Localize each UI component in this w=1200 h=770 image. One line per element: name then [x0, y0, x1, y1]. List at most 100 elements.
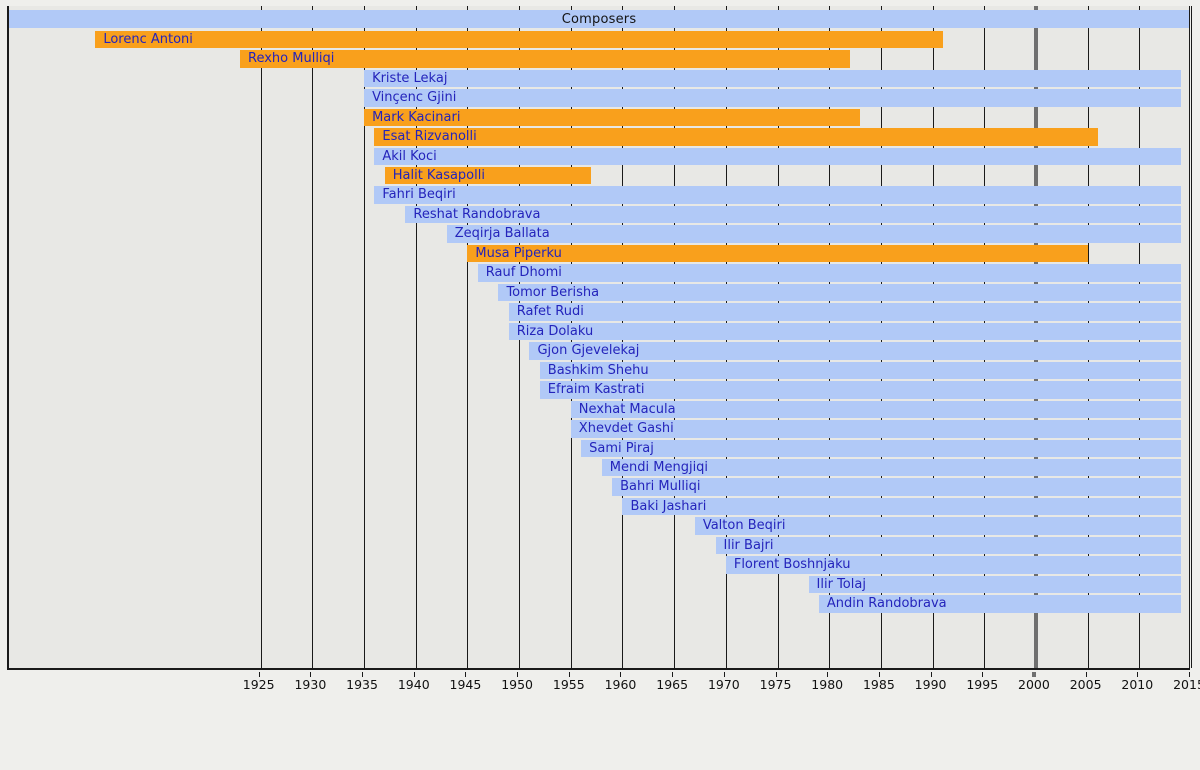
- composer-label: Zeqirja Ballata: [454, 226, 550, 242]
- axis-tick-label: 1945: [449, 677, 482, 692]
- axis-tick-label: 1975: [759, 677, 792, 692]
- composer-bar: Efraim Kastrati: [539, 381, 1182, 399]
- composer-bar: Sami Piraj: [581, 439, 1182, 458]
- gridline-year: [415, 6, 417, 668]
- composer-label: Halit Kasapolli: [392, 167, 485, 183]
- composer-bar: Kriste Lekaj: [364, 69, 1182, 88]
- composer-label: Mark Kacinari: [372, 109, 461, 125]
- composer-label: Baki Jashari: [630, 498, 707, 514]
- composer-bar: Rexho Mulliqi: [240, 50, 850, 68]
- composer-label: Xhevdet Gashi: [578, 421, 674, 437]
- axis-tick: [1137, 672, 1139, 677]
- axis-tick-label: 1980: [811, 677, 844, 692]
- axis-tick-label: 1985: [862, 677, 895, 692]
- composer-label: Rafet Rudi: [516, 304, 584, 320]
- chart-title: Composers: [561, 11, 637, 27]
- composer-bar: Rauf Dhomi: [477, 264, 1182, 282]
- axis-tick-label: 2000: [1018, 677, 1050, 692]
- axis-tick-label: 1990: [914, 677, 947, 692]
- axis-tick: [620, 672, 622, 677]
- composer-label: Lorenc Antoni: [103, 31, 193, 47]
- composer-label: Reshat Randobrava: [413, 206, 541, 222]
- axis-tick-label: 1930: [294, 677, 327, 692]
- composer-bar: Halit Kasapolli: [384, 166, 592, 185]
- gridline-year: [467, 6, 469, 668]
- composer-label: Valton Beqiri: [702, 518, 786, 534]
- axis-tick-label: 1995: [966, 677, 999, 692]
- composer-bar: Akil Koci: [374, 147, 1182, 165]
- axis-tick: [775, 672, 777, 677]
- axis-tick: [413, 672, 415, 677]
- composer-label: Gjon Gjevelekaj: [537, 343, 640, 359]
- axis-tick-label: 2005: [1069, 677, 1102, 692]
- axis-tick-label: 1965: [656, 677, 689, 692]
- composer-bar: Mark Kacinari: [364, 108, 861, 127]
- composer-bar: Florent Boshnjaku: [725, 556, 1182, 574]
- composer-bar: Rafet Rudi: [508, 303, 1182, 321]
- composer-label: Andin Randobrava: [826, 596, 947, 612]
- axis-tick: [568, 672, 570, 677]
- axis-tick: [1085, 672, 1087, 677]
- composer-bar: Musa Piperku: [467, 244, 1088, 263]
- axis-tick-label: 2010: [1121, 677, 1154, 692]
- axis-tick: [672, 672, 674, 677]
- composer-label: Mendi Mengjiqi: [609, 459, 709, 475]
- axis-tick: [517, 672, 519, 677]
- chart-title-bar: Composers: [9, 10, 1189, 28]
- axis-tick: [310, 672, 312, 677]
- composer-bar: Zeqirja Ballata: [446, 225, 1182, 243]
- axis-tick-label: 1950: [501, 677, 534, 692]
- composer-label: Rauf Dhomi: [485, 265, 562, 281]
- composer-bar: Bahri Mulliqi: [612, 478, 1182, 496]
- axis-tick-label: 1935: [346, 677, 378, 692]
- composer-bar: Bashkim Shehu: [539, 361, 1182, 380]
- composer-label: Akil Koci: [382, 148, 437, 164]
- composer-label: Sami Piraj: [589, 440, 654, 456]
- axis-tick-label: 1925: [242, 677, 275, 692]
- composer-bar: Reshat Randobrava: [405, 205, 1182, 224]
- composer-label: Kriste Lekaj: [372, 70, 448, 86]
- composer-bar: Gjon Gjevelekaj: [529, 342, 1182, 360]
- composer-label: Bashkim Shehu: [547, 362, 649, 378]
- axis-tick-label: 2015: [1173, 677, 1200, 692]
- axis-tick: [982, 672, 984, 677]
- composer-label: Tomor Berisha: [506, 284, 600, 300]
- gridline-year: [364, 6, 366, 668]
- composer-label: Ilir Bajri: [723, 537, 774, 553]
- composer-label: Riza Dolaku: [516, 323, 594, 339]
- gridline-year: [312, 6, 314, 668]
- composer-bar: Ilir Tolaj: [808, 575, 1182, 594]
- composer-label: Nexhat Macula: [578, 401, 676, 417]
- composer-bar: Fahri Beqiri: [374, 186, 1182, 204]
- composer-bar: Baki Jashari: [622, 497, 1182, 516]
- axis-tick: [1189, 672, 1190, 677]
- gridline-year: [1191, 6, 1192, 668]
- axis-tick: [258, 672, 260, 677]
- gridline-year: [260, 6, 262, 668]
- composer-bar: Esat Rizvanolli: [374, 128, 1098, 146]
- axis-tick: [465, 672, 467, 677]
- axis-tick: [723, 672, 725, 677]
- composer-bar: Nexhat Macula: [570, 400, 1182, 419]
- axis-tick-label: 1955: [552, 677, 585, 692]
- composer-bar: Lorenc Antoni: [95, 30, 943, 49]
- axis-tick: [1031, 672, 1036, 677]
- composer-label: Vinçenc Gjini: [372, 90, 457, 106]
- composer-bar: Valton Beqiri: [694, 517, 1182, 535]
- composer-bar: Vinçenc Gjini: [364, 89, 1182, 107]
- composer-label: Musa Piperku: [475, 245, 562, 261]
- axis-tick-label: 1970: [707, 677, 740, 692]
- composer-bar: Riza Dolaku: [508, 322, 1182, 341]
- composer-bar: Ilir Bajri: [715, 536, 1182, 555]
- composer-label: Bahri Mulliqi: [620, 479, 701, 495]
- axis-tick: [930, 672, 932, 677]
- composer-label: Fahri Beqiri: [382, 187, 456, 203]
- axis-tick: [362, 672, 364, 677]
- composer-label: Esat Rizvanolli: [382, 129, 477, 145]
- composer-bar: Mendi Mengjiqi: [601, 458, 1182, 477]
- axis-tick: [878, 672, 880, 677]
- composer-bar: Andin Randobrava: [818, 595, 1182, 613]
- composer-label: Ilir Tolaj: [816, 576, 866, 592]
- axis-tick-label: 1940: [397, 677, 430, 692]
